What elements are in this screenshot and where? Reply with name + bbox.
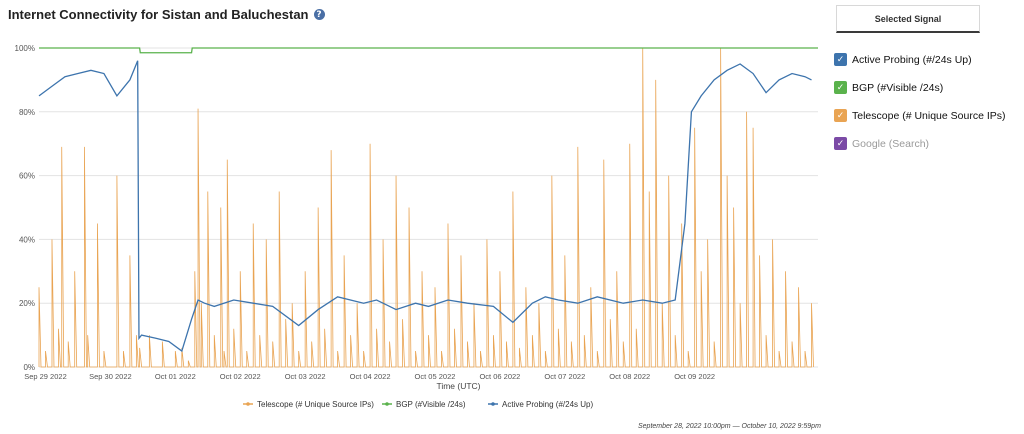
y-tick-label: 0% — [23, 363, 35, 372]
x-tick-label: Sep 30 2022 — [89, 372, 132, 381]
legend-marker — [246, 402, 250, 406]
legend-label: Active Probing (#/24s Up) — [502, 400, 593, 409]
tab-selected-signal[interactable]: Selected Signal — [836, 5, 980, 33]
page-title: Internet Connectivity for Sistan and Bal… — [8, 7, 309, 22]
title-row: Internet Connectivity for Sistan and Bal… — [8, 7, 325, 22]
series-line-bgp — [39, 47, 818, 54]
checkbox-checked-icon[interactable]: ✓ — [834, 81, 847, 94]
question-circle-icon[interactable]: ? — [313, 9, 325, 20]
signal-list: ✓ Active Probing (#/24s Up) ✓ BGP (#Visi… — [834, 49, 1024, 161]
series-line-telescope — [38, 47, 814, 368]
signal-item-google-search[interactable]: ✓ Google (Search) — [834, 133, 1024, 154]
x-tick-label: Oct 03 2022 — [285, 372, 326, 381]
x-tick-label: Oct 07 2022 — [544, 372, 585, 381]
y-tick-label: 60% — [19, 172, 35, 181]
series-line-active — [38, 60, 812, 353]
signal-item-telescope[interactable]: ✓ Telescope (# Unique Source IPs) — [834, 105, 1024, 126]
x-tick-label: Oct 08 2022 — [609, 372, 650, 381]
checkbox-checked-icon[interactable]: ✓ — [834, 109, 847, 122]
legend-marker — [385, 402, 389, 406]
x-tick-label: Oct 04 2022 — [350, 372, 391, 381]
y-tick-label: 100% — [15, 44, 35, 53]
legend-label: Telescope (# Unique Source IPs) — [257, 400, 374, 409]
y-tick-label: 80% — [19, 108, 35, 117]
signal-item-active-probing[interactable]: ✓ Active Probing (#/24s Up) — [834, 49, 1024, 70]
legend-marker — [491, 402, 495, 406]
x-tick-label: Oct 05 2022 — [415, 372, 456, 381]
y-tick-label: 20% — [19, 299, 35, 308]
signal-item-bgp[interactable]: ✓ BGP (#Visible /24s) — [834, 77, 1024, 98]
x-axis-label: Time (UTC) — [436, 381, 480, 391]
signal-label: Active Probing (#/24s Up) — [852, 53, 972, 66]
connectivity-chart: 0% 20% 40% 60% 80% 100% Sep 29 2022 Sep 30 2022… — [15, 44, 818, 409]
x-tick-label: Sep 29 2022 — [24, 372, 67, 381]
x-tick-label: Oct 02 2022 — [220, 372, 261, 381]
y-tick-label: 40% — [19, 235, 35, 244]
checkbox-checked-icon[interactable]: ✓ — [834, 137, 847, 150]
signal-label: Telescope (# Unique Source IPs) — [852, 109, 1006, 122]
x-tick-label: Oct 09 2022 — [674, 372, 715, 381]
chart-panel: 0% 20% 40% 60% 80% 100% Sep 29 2022 Sep 30 2022… — [8, 40, 822, 415]
checkbox-checked-icon[interactable]: ✓ — [834, 53, 847, 66]
legend-label: BGP (#Visible /24s) — [396, 400, 466, 409]
x-tick-label: Oct 06 2022 — [479, 372, 520, 381]
signal-label: Google (Search) — [852, 137, 930, 150]
x-tick-label: Oct 01 2022 — [155, 372, 196, 381]
date-range-caption: September 28, 2022 10:00pm — October 10,… — [638, 423, 821, 430]
signal-label: BGP (#Visible /24s) — [852, 81, 944, 94]
